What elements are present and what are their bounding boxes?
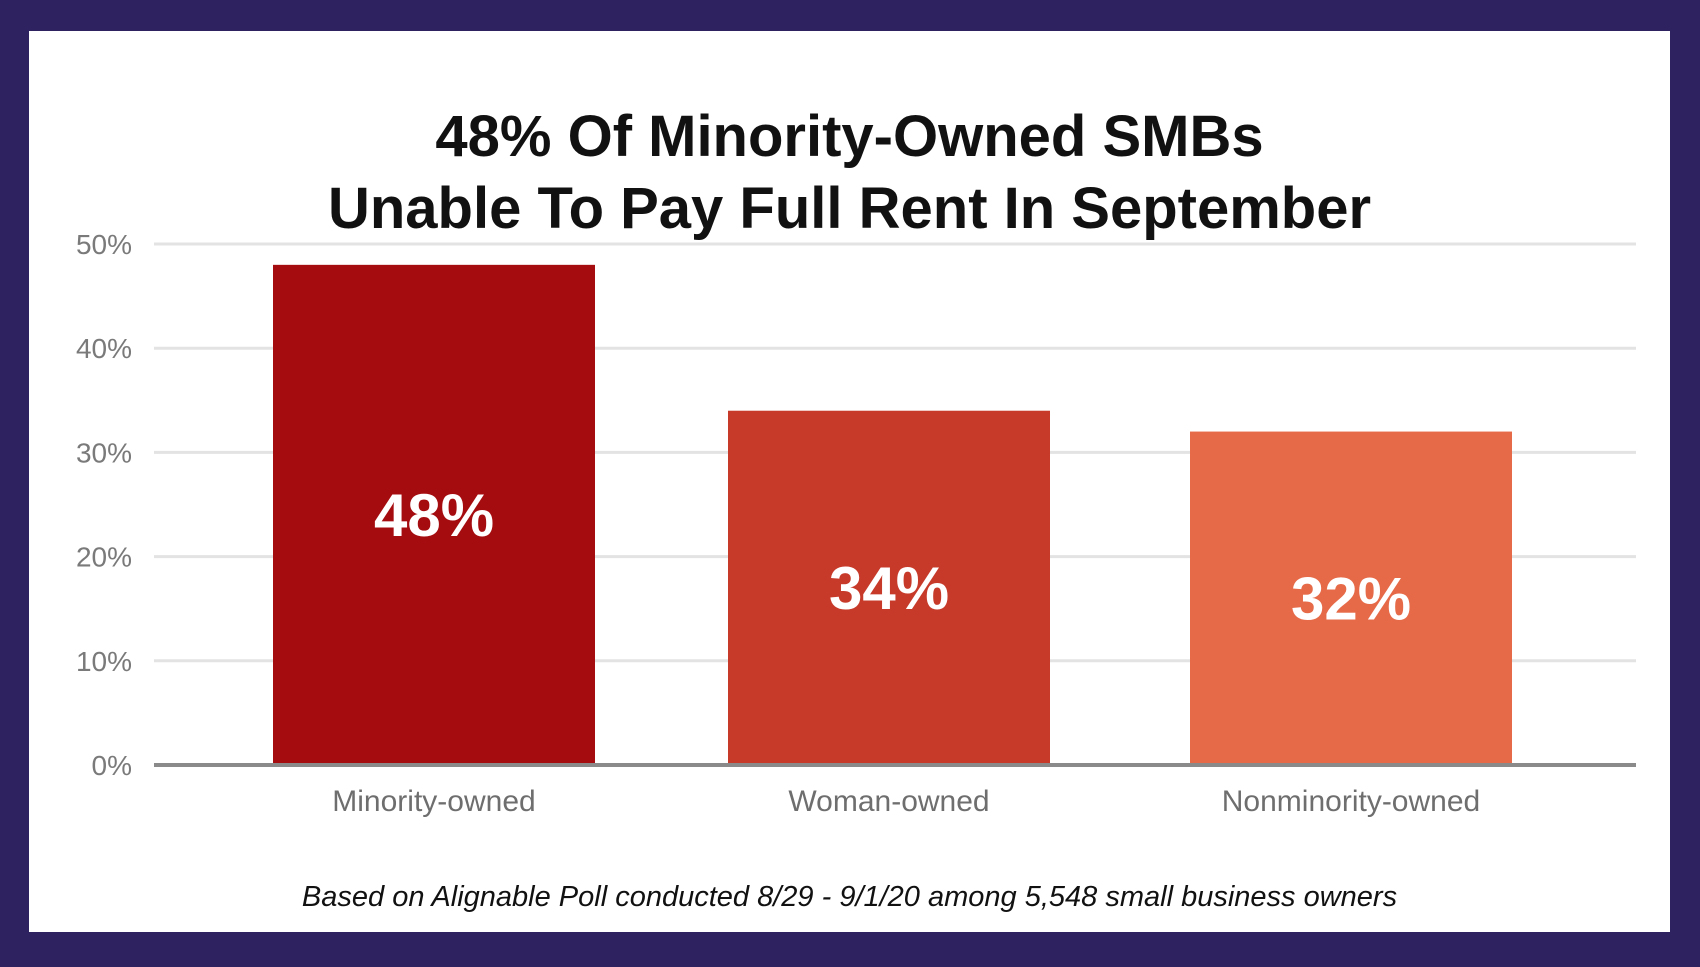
y-tick-label: 20%	[76, 542, 132, 573]
bar	[728, 410, 1050, 765]
bar-value-label: 32%	[1291, 565, 1411, 632]
chart-title-line-2: Unable To Pay Full Rent In September	[327, 176, 1372, 241]
y-tick-label: 50%	[76, 229, 132, 260]
chart-title: 48% Of Minority-Owned SMBs Unable To Pay…	[29, 101, 1670, 245]
category-label: Minority-owned	[332, 785, 535, 818]
category-label: Woman-owned	[788, 785, 989, 818]
chart-panel: 48% Of Minority-Owned SMBs Unable To Pay…	[29, 31, 1670, 932]
chart-title-line-1: 48% Of Minority-Owned SMBs	[435, 104, 1264, 169]
y-tick-label: 0%	[92, 750, 132, 781]
bar-chart: 0% 10% 20% 30% 40% 50% 48% Minority-owned 34% Wom…	[76, 229, 1636, 818]
y-tick-label: 40%	[76, 333, 132, 364]
bar-value-label: 34%	[829, 555, 949, 622]
chart-footnote: Based on Alignable Poll conducted 8/29 -…	[301, 881, 1398, 913]
category-label: Nonminority-owned	[1222, 785, 1480, 818]
y-tick-label: 10%	[76, 646, 132, 677]
y-tick-label: 30%	[76, 437, 132, 468]
bar-value-label: 48%	[374, 482, 494, 549]
bar	[273, 264, 595, 765]
bar	[1190, 431, 1512, 765]
